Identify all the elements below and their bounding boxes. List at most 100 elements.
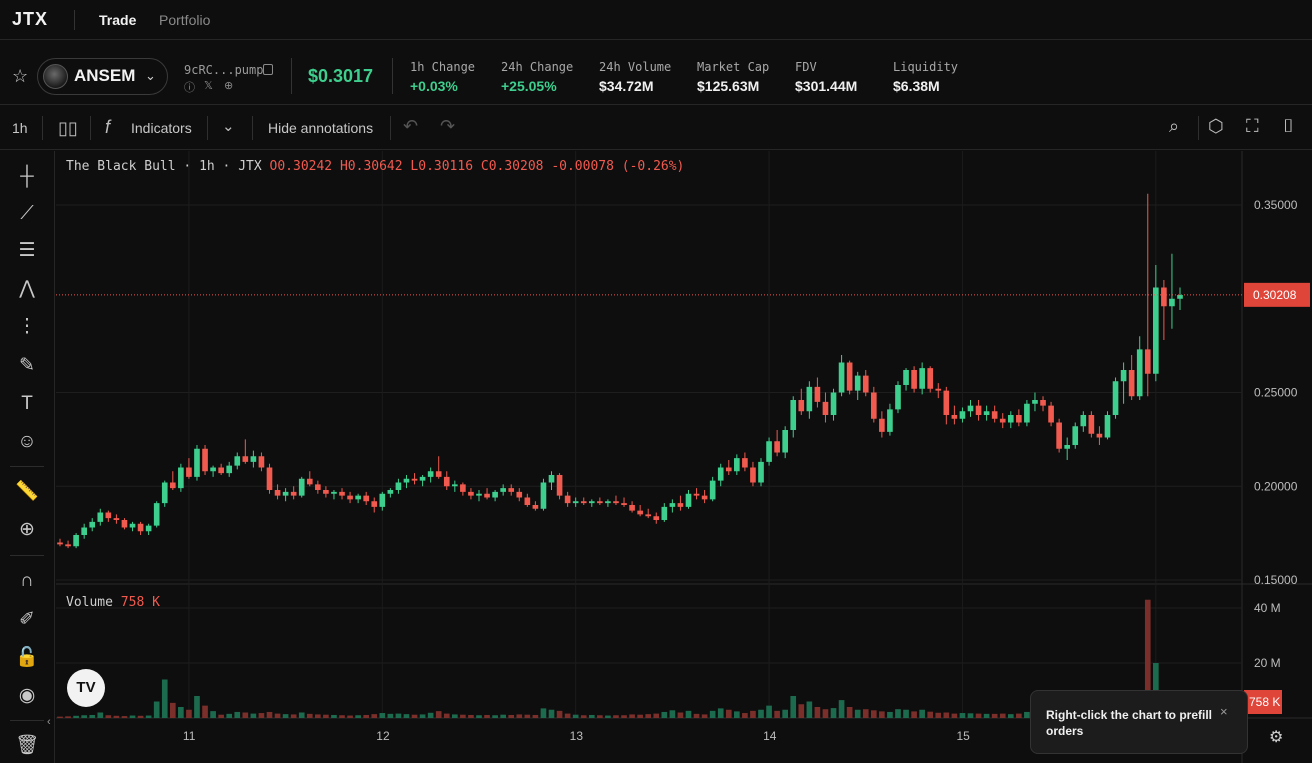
volume-bar [339,715,345,718]
candle-body [266,467,273,490]
volume-label: Volume [66,595,113,610]
camera-icon[interactable]: ⌷ [1283,116,1294,136]
volume-bar [298,712,305,718]
zoom-in-icon[interactable]: ⊕ [19,519,35,540]
fullscreen-icon[interactable]: ⛶ [1246,116,1259,136]
ruler-icon[interactable]: 📏 [15,481,39,502]
volume-bar [725,709,732,718]
token-selector[interactable] [37,58,168,95]
chart-background [56,151,1312,763]
candle-body [323,490,329,494]
indicators-icon[interactable]: f [105,117,111,137]
volume-bar [355,715,361,718]
volume-bar [363,714,370,718]
volume-bar [935,712,942,718]
candle-body [226,465,233,474]
crosshair-icon[interactable]: ┼ [20,166,34,187]
interval-button[interactable]: 1h [12,120,28,136]
volume-bar [419,714,426,718]
token-symbol: ANSEM [74,66,136,85]
candle-body [1104,415,1111,438]
candle-body [806,386,813,412]
brush-icon[interactable]: ✎ [19,355,35,376]
price-chart[interactable]: 0.35000 0.25000 0.20000 0.15000 40 M 20 M 11 12… [56,151,1312,763]
settings-icon[interactable]: ⬡ [1208,116,1224,136]
volume-bar [65,716,71,718]
volume-bar [854,709,861,718]
candle-body [500,488,506,492]
volume-bar [540,708,547,718]
projection-icon[interactable]: ⋮ [17,316,37,337]
volume-bar [121,716,128,718]
candle-body [790,400,797,430]
volume-bar [532,714,539,718]
candle-body [629,505,635,511]
volume-bar [97,712,104,718]
volume-bar [226,713,233,718]
volume-bar [951,713,958,718]
x-icon[interactable]: 𝕏 [204,80,213,92]
lock-drawing-icon[interactable]: ✐ [19,609,35,630]
candle-body [854,375,861,391]
trend-line-icon[interactable]: ⟋ [20,203,34,224]
candle-body [830,392,837,415]
volume-bar [282,714,289,718]
app-logo[interactable]: JTX [12,9,49,29]
volume-bar [814,707,821,718]
candle-body [564,495,571,504]
candle-body [1024,403,1030,423]
stat-label: Market Cap [697,60,770,74]
candle-body [943,390,950,415]
chevron-down-icon[interactable]: ⌄ [222,118,235,135]
volume-bar [484,714,490,718]
pattern-icon[interactable]: ⋀ [19,278,35,299]
undo-icon[interactable]: ↶ [403,116,419,136]
candle-body [1096,433,1103,438]
time-tick-label: 12 [376,729,390,743]
volume-bar [1024,711,1030,718]
stat-24h-change: 24h Change +25.05% [501,60,573,94]
volume-bar [250,713,257,718]
trash-icon[interactable]: 🗑 [14,735,40,756]
stat-value: $301.44M [795,78,858,94]
candle-body [895,385,901,410]
redo-icon[interactable]: ↷ [440,116,456,136]
volume-bar [927,711,934,718]
volume-bar [347,715,353,718]
volume-bar [242,712,249,718]
magnet-icon[interactable]: ∩ [20,570,34,591]
collapse-icon[interactable]: ‹ [47,716,51,728]
chevron-down-icon[interactable]: ⌄ [145,68,156,83]
volume-bar [758,709,764,718]
volume-bar [178,707,184,718]
candle-body [331,491,337,494]
candle-type-icon[interactable]: ▯▯ [58,118,78,138]
fib-lines-icon[interactable]: ☰ [18,240,36,261]
tradingview-logo[interactable]: TV [67,669,105,707]
tab-portfolio[interactable]: Portfolio [159,12,211,28]
emoji-icon[interactable]: ☺ [17,431,37,452]
legend-change: -0.00078 (-0.26%) [551,159,685,174]
info-icon[interactable]: ⓘ [184,82,195,94]
candle-body [1048,405,1054,423]
indicators-button[interactable]: Indicators [131,120,192,136]
copy-icon[interactable] [263,64,273,75]
volume-bar [709,710,716,718]
close-icon[interactable]: × [1220,704,1228,719]
hide-annotations-button[interactable]: Hide annotations [268,120,374,136]
volume-bar [983,713,990,718]
globe-icon[interactable]: ⊕ [224,80,234,92]
candle-body [580,501,587,504]
volume-bar [492,715,498,718]
favorite-star-icon[interactable]: ☆ [12,66,29,86]
tab-trade[interactable]: Trade [99,12,137,28]
lock-icon[interactable]: 🔓 [15,647,39,668]
replay-icon[interactable]: ⌕ [1169,116,1180,136]
candle-body [653,516,660,520]
text-icon[interactable]: T [21,393,33,414]
eye-icon[interactable]: ◉ [18,685,36,706]
volume-bar [580,715,587,718]
candle-body [661,506,668,520]
candle-body [97,512,104,522]
chart-settings-icon[interactable]: ⚙ [1269,729,1284,746]
